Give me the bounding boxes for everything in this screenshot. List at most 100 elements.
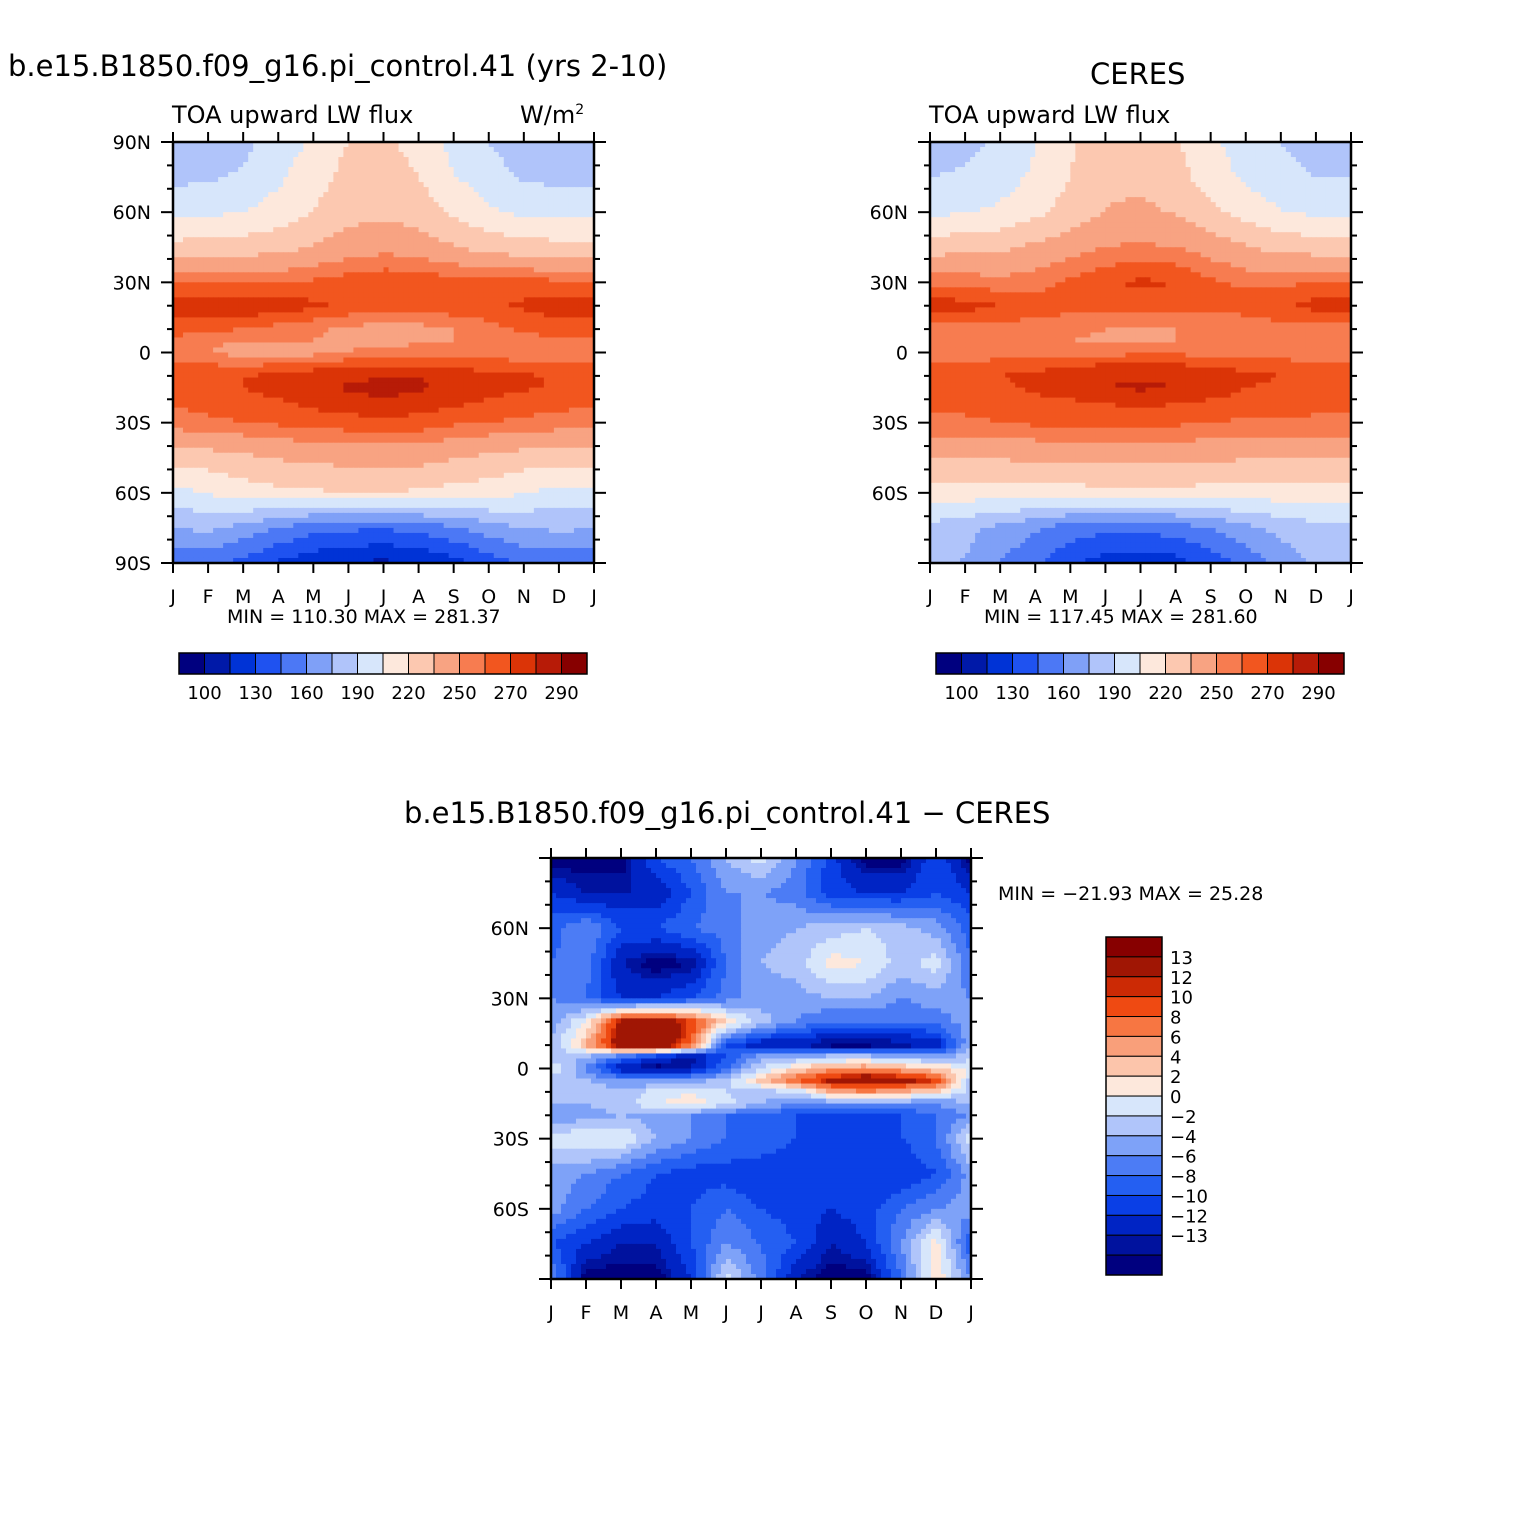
- contour-cell: [303, 312, 309, 319]
- contour-cell: [358, 367, 365, 374]
- contour-cell: [573, 222, 580, 228]
- contour-cell: [478, 337, 485, 344]
- contour-cell: [333, 322, 339, 329]
- contour-cell: [413, 252, 420, 258]
- contour-cell: [188, 292, 194, 298]
- contour-cell: [523, 207, 530, 213]
- contour-cell: [233, 382, 239, 389]
- contour-cell: [398, 367, 405, 374]
- contour-cell: [173, 182, 179, 188]
- contour-cell: [233, 292, 239, 298]
- contour-cell: [288, 272, 294, 278]
- contour-cell: [328, 407, 334, 414]
- contour-cell: [303, 257, 309, 263]
- contour-cell: [423, 192, 430, 198]
- contour-cell: [503, 262, 510, 268]
- contour-cell: [373, 287, 380, 293]
- contour-cell: [308, 257, 314, 263]
- contour-cell: [348, 147, 355, 153]
- contour-cell: [238, 167, 244, 173]
- contour-cell: [218, 292, 224, 298]
- contour-cell: [248, 417, 254, 424]
- contour-cell: [363, 142, 370, 148]
- contour-cell: [328, 437, 334, 444]
- contour-cell: [453, 147, 460, 153]
- contour-cell: [508, 412, 515, 419]
- contour-cell: [393, 432, 400, 439]
- contour-cell: [393, 247, 400, 253]
- contour-cell: [223, 377, 229, 384]
- contour-cell: [348, 362, 355, 369]
- contour-cell: [218, 232, 224, 238]
- contour-cell: [323, 272, 329, 278]
- contour-cell: [353, 287, 360, 293]
- contour-cell: [553, 357, 560, 364]
- contour-cell: [568, 297, 575, 303]
- contour-cell: [348, 387, 355, 394]
- contour-cell: [238, 402, 244, 409]
- contour-cell: [453, 417, 460, 424]
- contour-cell: [298, 177, 304, 183]
- contour-cell: [328, 317, 334, 324]
- contour-cell: [408, 252, 415, 258]
- contour-cell: [443, 327, 450, 334]
- contour-cell: [288, 232, 294, 238]
- contour-cell: [368, 197, 375, 203]
- contour-cell: [508, 217, 515, 223]
- contour-cell: [358, 267, 365, 273]
- contour-cell: [483, 167, 490, 173]
- contour-cell: [228, 412, 234, 419]
- contour-cell: [548, 347, 555, 354]
- contour-cell: [268, 252, 274, 258]
- contour-cell: [438, 397, 445, 404]
- contour-cell: [313, 302, 319, 308]
- contour-cell: [468, 387, 475, 394]
- contour-cell: [473, 157, 480, 163]
- contour-cell: [253, 197, 259, 203]
- contour-cell: [333, 282, 339, 288]
- contour-cell: [438, 412, 445, 419]
- contour-cell: [473, 277, 480, 283]
- contour-cell: [258, 267, 264, 273]
- contour-cell: [353, 172, 360, 178]
- contour-cell: [423, 222, 430, 228]
- contour-cell: [323, 402, 329, 409]
- contour-cell: [503, 192, 510, 198]
- contour-cell: [313, 317, 319, 324]
- contour-cell: [253, 327, 259, 334]
- contour-cell: [368, 202, 375, 208]
- contour-cell: [573, 327, 580, 334]
- contour-cell: [533, 227, 540, 233]
- contour-cell: [413, 317, 420, 324]
- contour-cell: [303, 392, 309, 399]
- contour-cell: [183, 312, 189, 319]
- contour-cell: [298, 247, 304, 253]
- contour-cell: [453, 427, 460, 434]
- contour-cell: [343, 382, 350, 389]
- contour-cell: [433, 367, 440, 374]
- contour-cell: [478, 182, 485, 188]
- contour-cell: [333, 232, 339, 238]
- contour-cell: [278, 242, 284, 248]
- contour-cell: [453, 397, 460, 404]
- contour-cell: [173, 242, 179, 248]
- contour-cell: [433, 152, 440, 158]
- contour-cell: [478, 317, 485, 324]
- contour-cell: [443, 332, 450, 339]
- contour-cell: [548, 397, 555, 404]
- contour-cell: [403, 292, 410, 298]
- contour-cell: [288, 212, 294, 218]
- contour-cell: [333, 307, 339, 313]
- contour-cell: [568, 142, 575, 148]
- contour-cell: [473, 282, 480, 288]
- contour-cell: [343, 322, 350, 329]
- contour-cell: [293, 167, 299, 173]
- contour-cell: [313, 252, 319, 258]
- contour-cell: [568, 342, 575, 349]
- contour-cell: [448, 412, 455, 419]
- contour-cell: [473, 382, 480, 389]
- contour-cell: [328, 352, 334, 359]
- contour-cell: [518, 192, 525, 198]
- contour-cell: [323, 417, 329, 424]
- contour-cell: [223, 337, 229, 344]
